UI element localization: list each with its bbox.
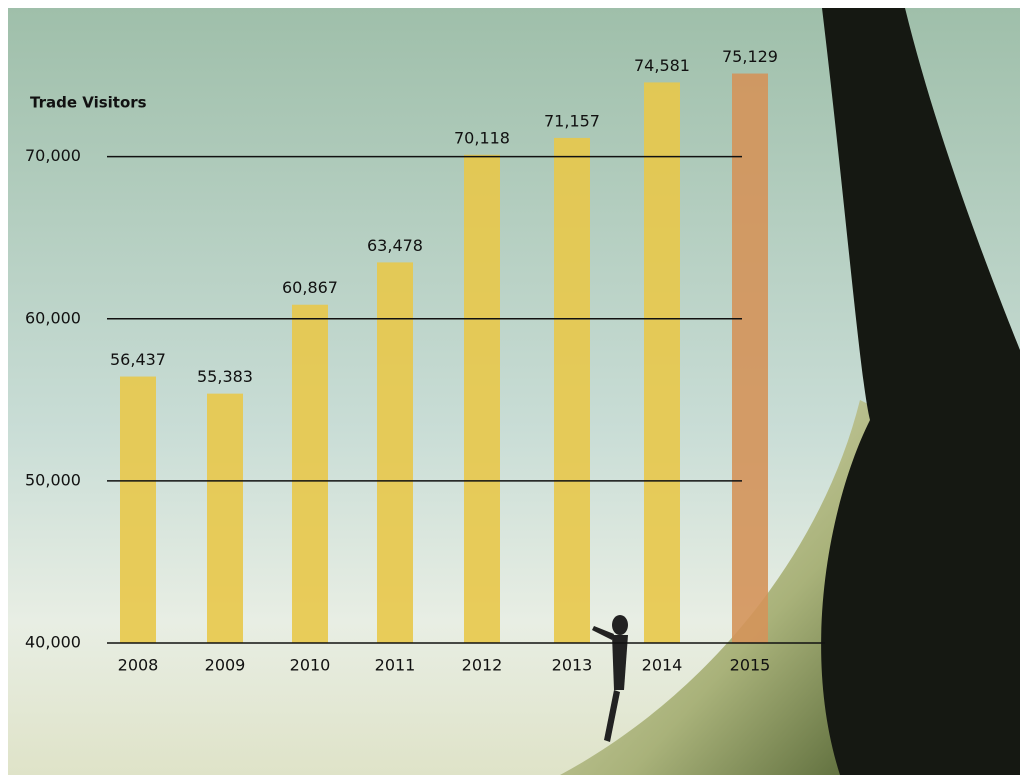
value-label: 71,157	[544, 111, 600, 130]
x-tick-label: 2012	[462, 656, 503, 675]
bar	[732, 73, 768, 644]
value-label: 70,118	[454, 128, 510, 147]
y-axis-title: Trade Visitors	[30, 94, 147, 112]
value-label: 74,581	[634, 56, 690, 75]
value-label: 75,129	[722, 47, 778, 66]
x-tick-label: 2008	[118, 656, 159, 675]
y-tick-label: 40,000	[25, 633, 81, 652]
y-tick-label: 50,000	[25, 470, 81, 489]
bar	[464, 154, 500, 643]
hill	[560, 400, 900, 775]
x-tick-label: 2015	[730, 656, 771, 675]
x-tick-label: 2010	[290, 656, 331, 675]
y-tick-label: 60,000	[25, 308, 81, 327]
bar	[554, 137, 590, 643]
bar	[644, 82, 680, 644]
bars: 56,437 2008 55,383 2009 60,867 2010 63,478 2011…	[110, 47, 778, 674]
bar	[377, 262, 413, 643]
bar	[207, 393, 243, 643]
axis: 40,000 50,000 60,000 70,000	[25, 146, 825, 652]
value-label: 63,478	[367, 236, 423, 255]
value-label: 60,867	[282, 278, 338, 297]
runner	[592, 615, 628, 742]
sculpture	[821, 8, 1020, 775]
bar	[292, 304, 328, 643]
x-tick-label: 2009	[205, 656, 246, 675]
value-label: 55,383	[197, 367, 253, 386]
y-tick-label: 70,000	[25, 146, 81, 165]
value-label: 56,437	[110, 350, 166, 369]
x-tick-label: 2014	[642, 656, 683, 675]
x-tick-label: 2011	[375, 656, 416, 675]
x-tick-label: 2013	[552, 656, 593, 675]
bar	[120, 376, 156, 643]
